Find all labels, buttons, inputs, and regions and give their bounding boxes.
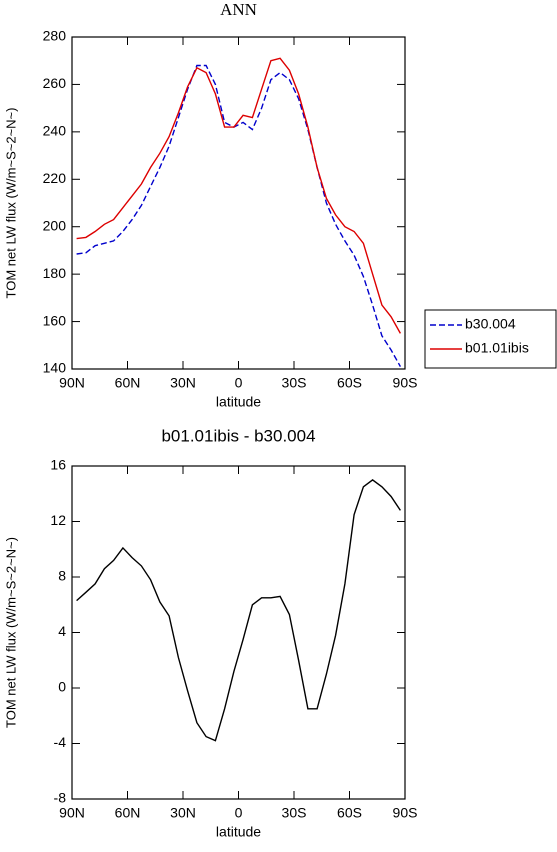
x-axis-label: latitude [216,824,261,840]
x-tick-label: 60S [337,375,362,391]
y-tick-label: -4 [54,734,67,750]
x-tick-label: 30S [282,375,307,391]
y-tick-label: 260 [43,75,67,91]
y-tick-label: 160 [43,312,67,328]
x-tick-label: 60N [115,805,141,821]
y-tick-label: 16 [50,457,66,473]
y-tick-label: 280 [43,28,67,44]
y-tick-label: 140 [43,360,67,376]
x-tick-label: 60S [337,805,362,821]
chart-title: b01.01ibis - b30.004 [161,426,315,445]
y-tick-label: 0 [58,679,66,695]
legend-box [424,309,557,369]
plot-frame [71,36,406,370]
data-line [76,64,402,367]
y-tick-label: 8 [58,568,66,584]
y-tick-label: 12 [50,512,66,528]
data-line [76,57,402,334]
data-line [76,479,401,742]
x-tick-label: 90S [393,375,418,391]
plot-frame [71,465,406,800]
x-axis-label: latitude [216,394,261,410]
y-tick-label: 240 [43,123,67,139]
x-tick-label: 90N [59,375,85,391]
legend-label: b01.01ibis [465,340,529,356]
chart-title: ANN [220,0,257,19]
x-tick-label: 30N [170,375,196,391]
y-tick-label: 200 [43,217,67,233]
y-axis-label: TOM net LW flux (W/m~S~2~N~) [3,108,18,299]
y-tick-label: -8 [54,790,67,806]
y-tick-label: 220 [43,170,67,186]
x-tick-label: 90N [59,805,85,821]
x-tick-label: 0 [235,805,243,821]
y-tick-label: 180 [43,265,67,281]
x-tick-label: 90S [393,805,418,821]
y-axis-label: TOM net LW flux (W/m~S~2~N~) [3,537,18,728]
x-tick-label: 60N [115,375,141,391]
legend-label: b30.004 [465,316,516,332]
x-tick-label: 30S [282,805,307,821]
x-tick-label: 0 [235,375,243,391]
y-tick-label: 4 [58,623,66,639]
x-tick-label: 30N [170,805,196,821]
